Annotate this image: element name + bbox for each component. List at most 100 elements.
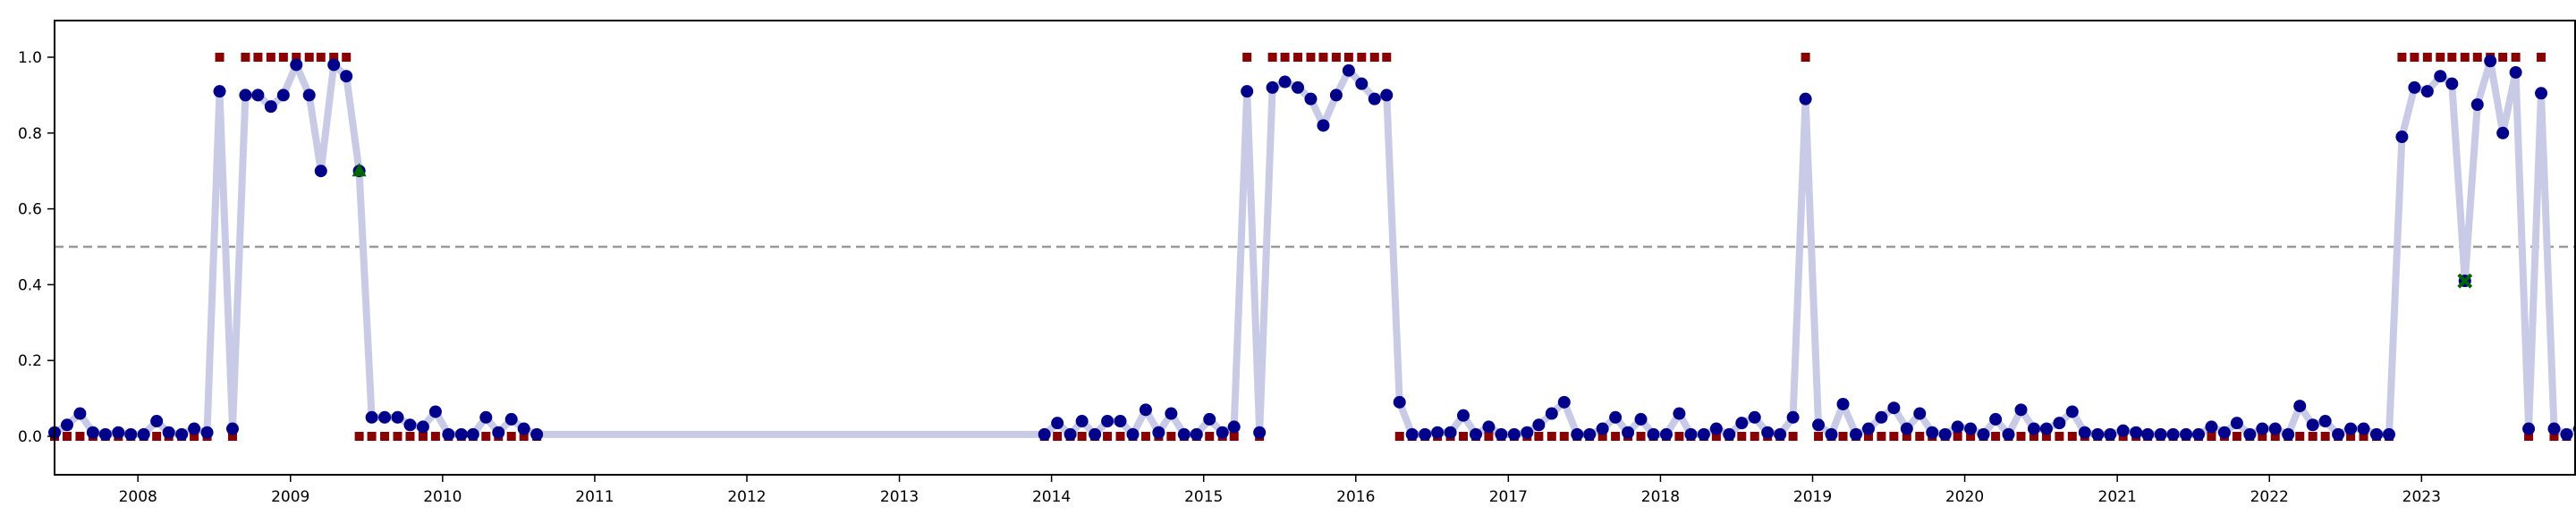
probability-point <box>1444 426 1457 439</box>
x-tick-label: 2021 <box>2098 488 2137 506</box>
probability-point <box>1405 427 1419 441</box>
label-marker <box>1331 53 1341 62</box>
probability-point <box>2470 98 2484 111</box>
probability-point <box>2217 426 2231 439</box>
label-marker <box>1953 432 1962 441</box>
label-marker <box>2346 432 2356 441</box>
label-marker <box>1459 432 1469 441</box>
probability-point <box>1126 427 1140 441</box>
probability-point <box>2318 415 2332 428</box>
probability-point <box>2332 427 2345 441</box>
probability-point <box>2357 422 2370 435</box>
label-marker <box>1863 432 1873 441</box>
label-marker <box>304 53 314 62</box>
y-tick-label: 0.0 <box>18 428 42 446</box>
probability-point <box>2268 422 2282 435</box>
probability-point <box>1152 426 1165 439</box>
probability-point <box>1469 427 1482 441</box>
probability-point <box>365 410 378 424</box>
x-tick-label: 2020 <box>1945 488 1984 506</box>
probability-point <box>1684 427 1698 441</box>
probability-point <box>1748 410 1761 424</box>
probability-point <box>1774 427 1787 441</box>
probability-point <box>1063 427 1077 441</box>
probability-point <box>1393 395 1406 409</box>
label-marker <box>1534 432 1544 441</box>
label-marker <box>1343 53 1353 62</box>
probability-point <box>1761 426 1775 439</box>
probability-point <box>1203 412 1216 426</box>
probability-point <box>1659 427 1673 441</box>
label-marker <box>2436 53 2445 62</box>
probability-point <box>378 410 392 424</box>
probability-point <box>2014 403 2028 417</box>
probability-point <box>2154 427 2167 441</box>
probability-point <box>1368 92 1381 106</box>
probability-point <box>1647 427 1660 441</box>
probability-point <box>1900 422 1913 435</box>
label-marker <box>1382 53 1392 62</box>
label-marker <box>2537 53 2546 62</box>
label-marker <box>266 53 275 62</box>
probability-point <box>1786 410 1800 424</box>
label-marker <box>62 432 72 441</box>
probability-point <box>200 426 214 439</box>
probability-point <box>1317 119 1330 132</box>
x-tick-label: 2010 <box>423 488 462 506</box>
probability-point <box>264 100 277 114</box>
label-marker <box>405 432 415 441</box>
cross-stroke <box>2457 273 2473 289</box>
label-marker <box>1711 432 1721 441</box>
label-marker <box>1788 432 1798 441</box>
label-marker <box>1559 432 1569 441</box>
label-marker <box>1546 432 1556 441</box>
label-marker <box>2472 53 2482 62</box>
probability-point <box>2369 427 2383 441</box>
probability-point <box>2166 427 2180 441</box>
label-marker <box>1915 432 1925 441</box>
label-marker <box>2041 432 2051 441</box>
label-marker <box>1103 432 1113 441</box>
probability-point <box>112 426 125 439</box>
label-marker <box>2549 432 2559 441</box>
probability-point <box>416 420 429 434</box>
probability-point <box>1887 401 1901 415</box>
probability-point <box>2382 427 2395 441</box>
probability-point <box>2104 427 2117 441</box>
label-marker <box>2270 432 2280 441</box>
label-marker <box>519 432 529 441</box>
x-tick-label: 2017 <box>1489 488 1528 506</box>
x-axis: 2008 2009 2010 2011 2012 2013 2014 2015 2016 2017… <box>119 475 2441 506</box>
probability-point <box>213 85 226 98</box>
x-tick-label: 2014 <box>1032 488 1071 506</box>
probability-point <box>2496 126 2510 139</box>
label-marker <box>2207 432 2216 441</box>
probability-point <box>2065 405 2079 418</box>
label-marker <box>1902 432 1911 441</box>
probability-point <box>162 426 175 439</box>
label-marker <box>1306 53 1316 62</box>
label-marker <box>2511 53 2521 62</box>
y-tick-label: 0.6 <box>18 201 42 219</box>
probability-point <box>492 426 505 439</box>
probability-point <box>340 70 353 83</box>
probability-point <box>1723 427 1736 441</box>
label-marker <box>1750 432 1759 441</box>
probability-point <box>2053 417 2066 430</box>
probability-point <box>1989 412 2003 426</box>
probability-point <box>175 427 189 441</box>
probability-point <box>1495 427 1508 441</box>
probability-point <box>1825 427 1838 441</box>
probability-point <box>225 422 239 435</box>
y-tick-label: 1.0 <box>18 49 42 67</box>
probability-point <box>2243 427 2257 441</box>
label-marker <box>380 432 390 441</box>
probability-point <box>2484 55 2497 68</box>
probability-point <box>391 410 404 424</box>
label-marker <box>1737 432 1747 441</box>
label-marker <box>393 432 402 441</box>
label-marker <box>215 53 225 62</box>
label-marker <box>430 432 440 441</box>
probability-point <box>1253 426 1267 439</box>
label-marker <box>2232 432 2241 441</box>
